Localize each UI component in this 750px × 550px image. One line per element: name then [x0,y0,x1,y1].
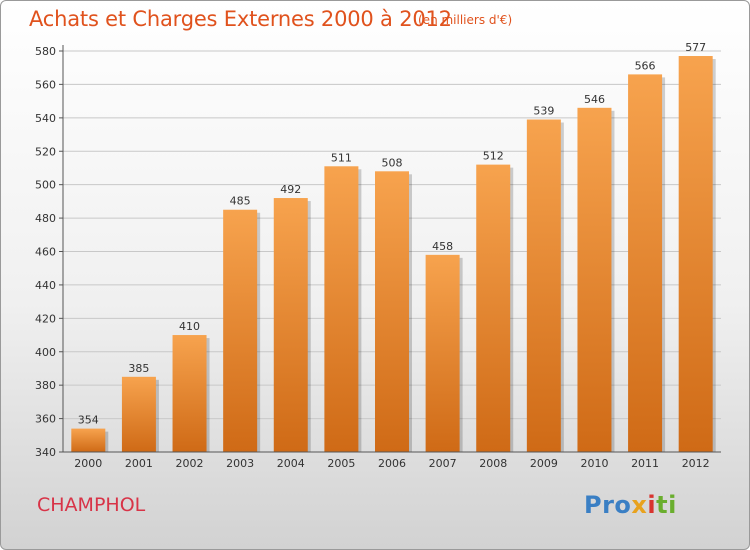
data-label: 354 [78,414,99,427]
chart-title: Achats et Charges Externes 2000 à 2012 [29,7,452,31]
data-label: 512 [483,150,504,163]
y-tick-label: 560 [35,78,56,91]
y-tick-label: 360 [35,413,56,426]
bar-2011 [628,74,663,453]
city-name: CHAMPHOL [37,494,146,516]
bar-2000 [71,428,106,452]
x-tick-label: 2007 [429,457,457,470]
data-label: 508 [382,156,403,169]
x-tick-label: 2004 [277,457,305,470]
bar-2004 [273,198,308,452]
y-tick-label: 340 [35,446,56,459]
bar-2005 [324,166,359,452]
x-tick-label: 2008 [479,457,507,470]
bar-2010 [577,107,612,452]
x-tick-label: 2001 [125,457,153,470]
proxiti-logo: Proxiti [584,491,677,519]
bar-2007 [425,254,460,452]
bar-2012 [678,56,713,452]
bar-2002 [172,335,207,452]
data-label: 539 [533,105,554,118]
chart-unit: (en milliers d'€) [418,13,513,27]
y-tick-label: 500 [35,179,56,192]
y-tick-label: 400 [35,346,56,359]
x-tick-label: 2005 [327,457,355,470]
data-label: 546 [584,93,605,106]
y-tick-label: 460 [35,246,56,259]
y-tick-label: 520 [35,145,56,158]
y-tick-label: 480 [35,212,56,225]
x-tick-label: 2010 [580,457,608,470]
bar-2003 [223,209,258,452]
data-label: 385 [128,362,149,375]
x-tick-label: 2012 [682,457,710,470]
data-label: 511 [331,151,352,164]
data-label: 492 [280,183,301,196]
bar-2009 [526,119,561,453]
bar-2006 [375,171,409,453]
y-tick-label: 440 [35,279,56,292]
bar-2008 [476,164,511,452]
data-label: 566 [635,59,656,72]
x-tick-label: 2011 [631,457,659,470]
y-tick-label: 420 [35,312,56,325]
data-label: 485 [230,195,251,208]
y-tick-label: 580 [35,45,56,58]
x-tick-label: 2002 [176,457,204,470]
bar-2001 [121,376,156,452]
x-tick-label: 2009 [530,457,558,470]
y-tick-label: 540 [35,112,56,125]
data-label: 410 [179,320,200,333]
data-label: 577 [685,41,706,54]
x-tick-label: 2000 [74,457,102,470]
y-tick-label: 380 [35,379,56,392]
data-label: 458 [432,240,453,253]
x-tick-label: 2003 [226,457,254,470]
x-tick-label: 2006 [378,457,406,470]
